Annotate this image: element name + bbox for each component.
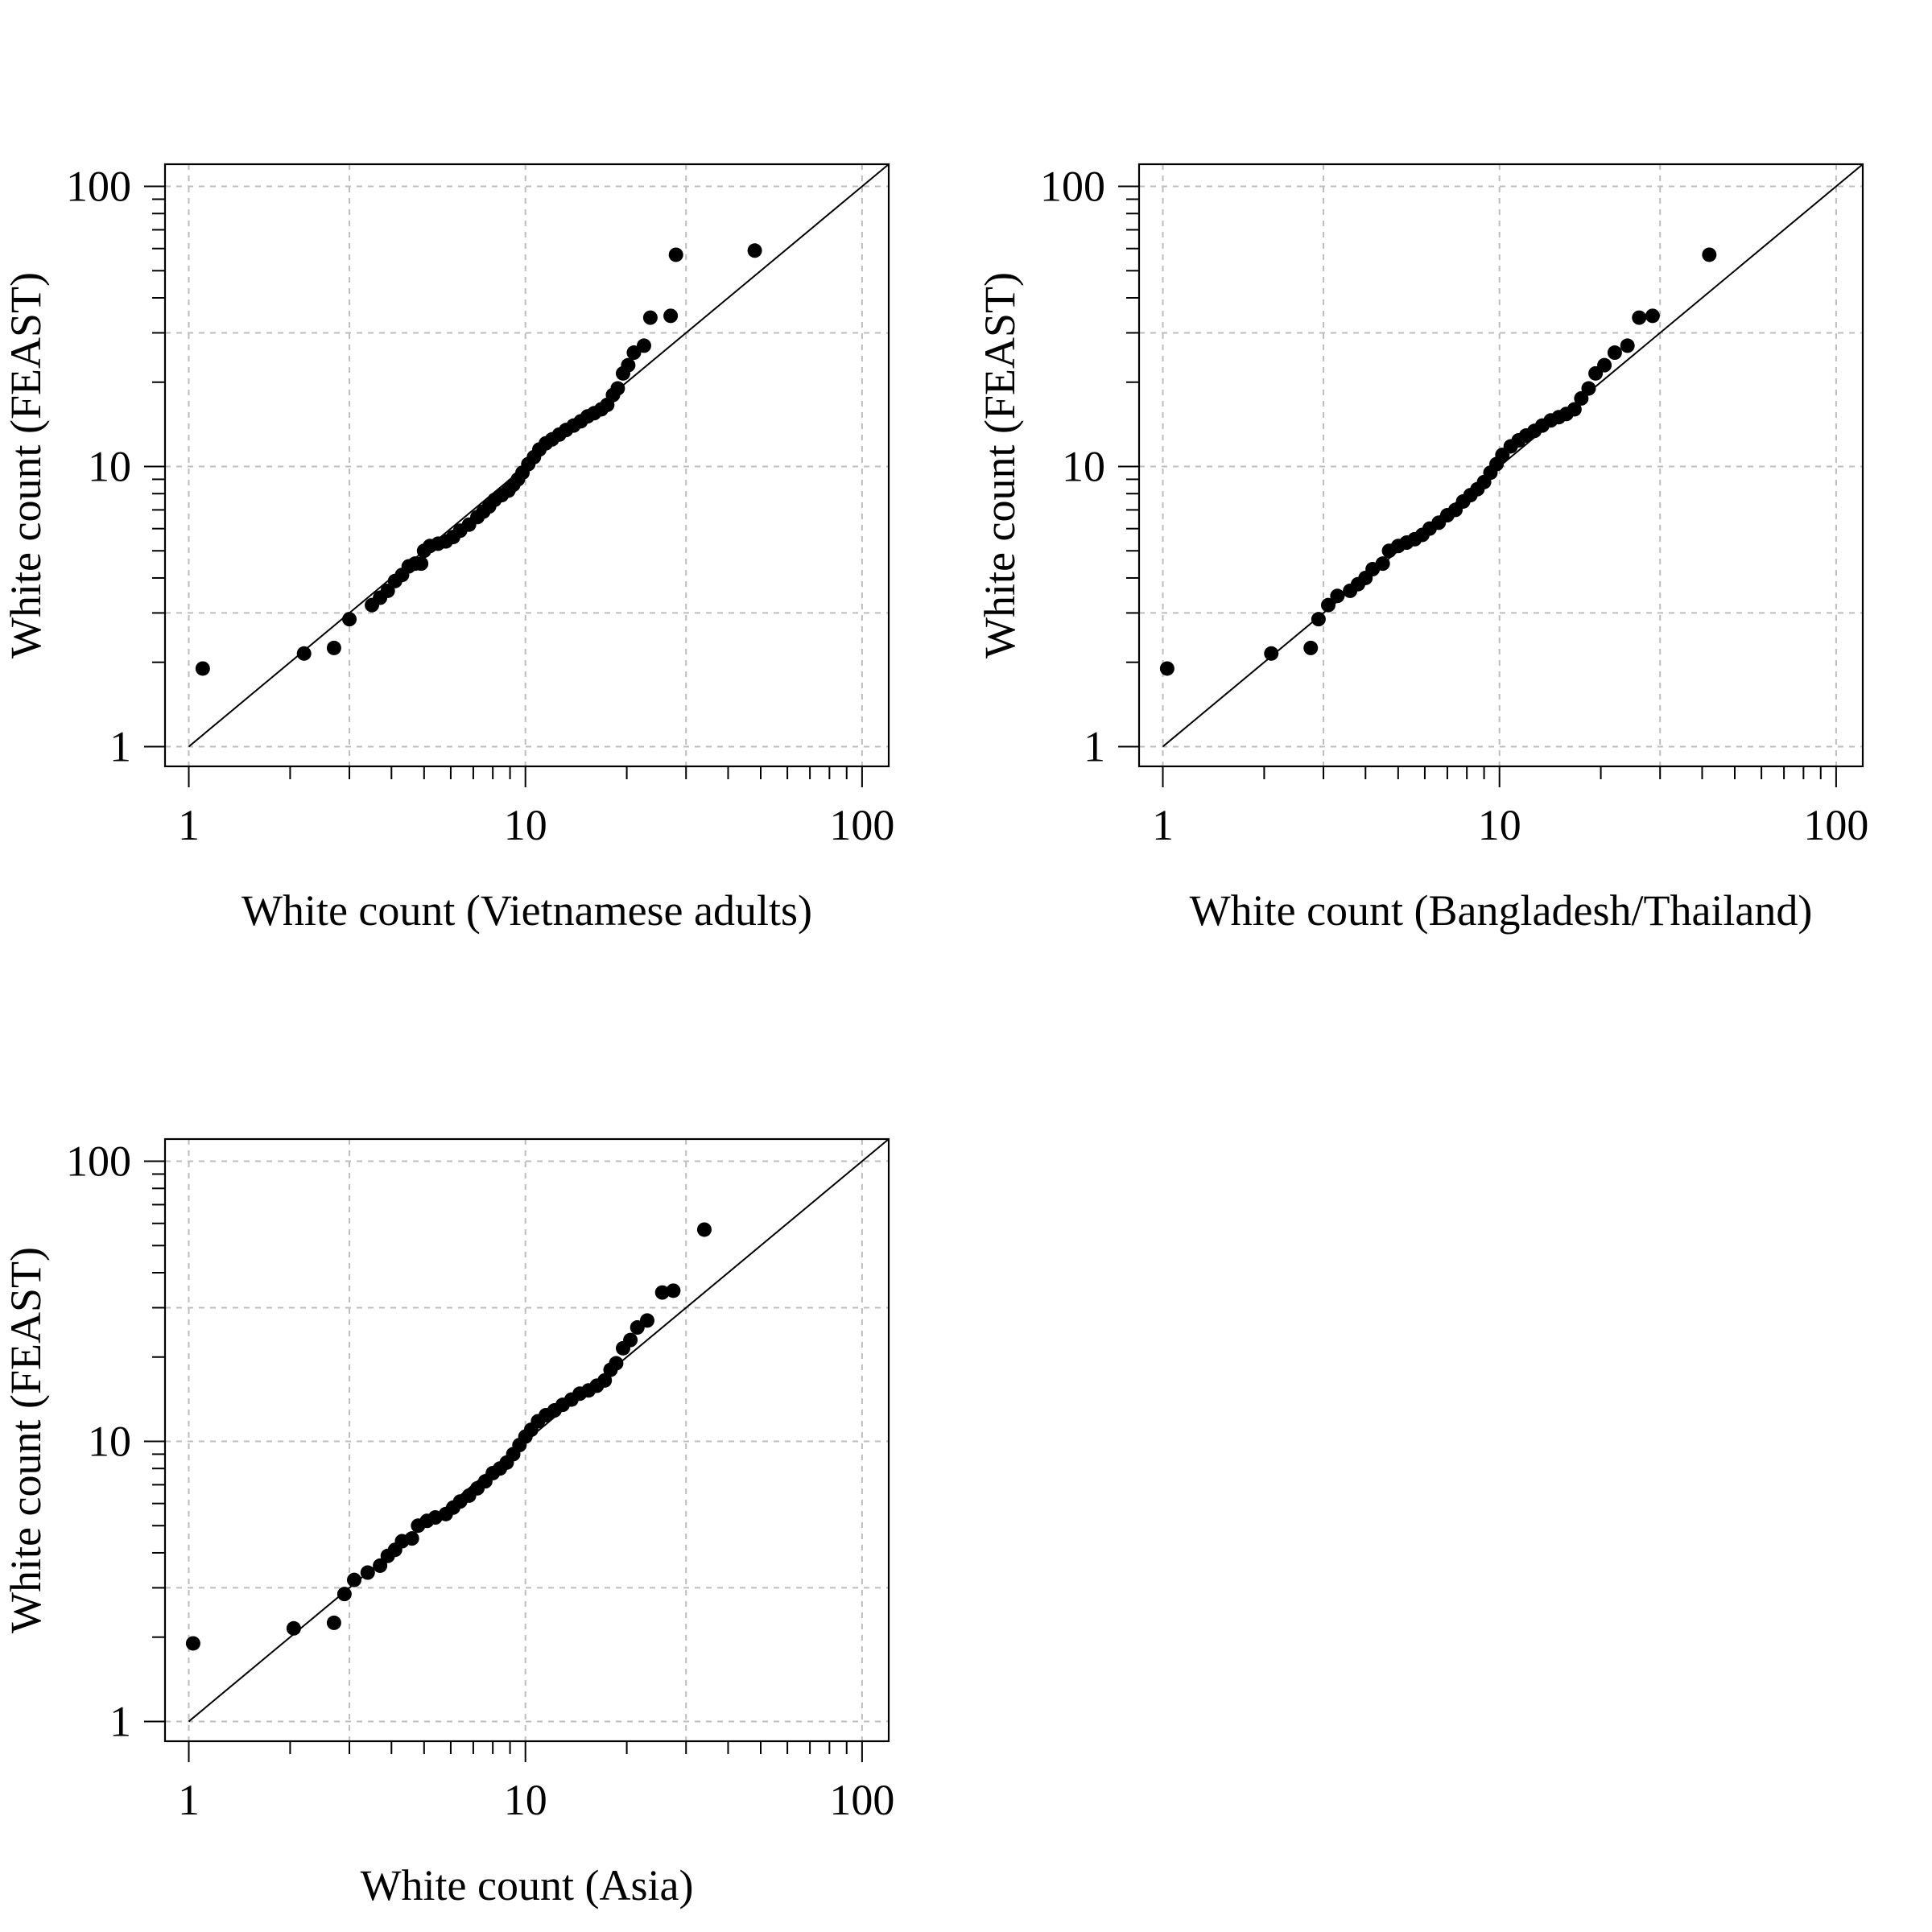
data-point	[1159, 661, 1174, 676]
y-axis-title: White count (FEAST)	[2, 1247, 50, 1633]
x-tick-label: 10	[504, 1776, 547, 1824]
data-point	[636, 338, 651, 353]
data-point	[185, 1636, 200, 1651]
data-point	[610, 381, 625, 396]
data-point	[326, 640, 341, 655]
data-point	[663, 308, 679, 324]
scatter-panel-bangladesh-thailand: 1 10 100 1 10 100 White count (Bangladesh/Thai…	[976, 163, 1868, 935]
x-tick-label: 10	[504, 801, 547, 849]
data-point	[1375, 556, 1390, 572]
x-axis-title: White count (Asia)	[361, 1861, 694, 1909]
x-tick-label: 10	[1478, 801, 1521, 849]
y-tick-label: 10	[88, 1417, 131, 1465]
data-point	[642, 310, 658, 325]
scatter-panel-vietnamese-adults: 1 10 100 1 10 100 White count (Vietnamese adul…	[2, 163, 894, 935]
x-tick-label: 1	[178, 1776, 200, 1824]
data-point	[286, 1620, 301, 1636]
x-axis-title: White count (Bangladesh/Thailand)	[1190, 886, 1813, 935]
plot-frame	[163, 163, 890, 768]
data-point	[326, 1615, 341, 1630]
data-point	[1620, 338, 1635, 353]
data-point	[1320, 597, 1335, 613]
data-point	[195, 661, 210, 676]
data-point	[342, 612, 357, 627]
data-point	[621, 357, 636, 373]
data-point	[747, 243, 762, 258]
y-tick-label: 1	[109, 1697, 131, 1745]
data-point	[1581, 381, 1596, 396]
data-point	[1303, 640, 1319, 655]
data-point	[666, 1283, 681, 1298]
y-tick-label: 100	[1040, 163, 1105, 211]
data-point	[1574, 390, 1589, 406]
data-point	[373, 1558, 388, 1573]
y-tick-label: 10	[1062, 442, 1105, 490]
data-point	[609, 1356, 624, 1371]
data-point	[1597, 357, 1612, 373]
data-point	[696, 1222, 712, 1237]
data-point	[360, 1565, 375, 1580]
data-point	[336, 1587, 352, 1602]
y-tick-label: 1	[109, 722, 131, 770]
y-tick-label: 100	[66, 163, 131, 211]
y-axis-title: White count (FEAST)	[2, 272, 50, 658]
data-point	[639, 1313, 654, 1328]
data-point	[1330, 588, 1345, 604]
data-point	[414, 556, 429, 572]
data-point	[1632, 310, 1647, 325]
identity-line	[188, 1138, 890, 1723]
data-point	[1567, 402, 1582, 417]
x-tick-label: 100	[829, 1776, 894, 1824]
scatter-panel-asia: 1 10 100 1 10 100 White count (Asia) White coun…	[2, 1137, 894, 1909]
data-point	[1702, 247, 1717, 262]
x-tick-label: 100	[829, 801, 894, 849]
data-point	[1645, 308, 1660, 324]
data-point	[404, 1531, 419, 1546]
y-tick-label: 10	[88, 442, 131, 490]
y-tick-label: 100	[66, 1137, 131, 1186]
x-tick-label: 1	[178, 801, 200, 849]
data-point	[668, 247, 683, 262]
x-axis-title: White count (Vietnamese adults)	[242, 886, 812, 935]
data-point	[597, 1373, 613, 1388]
y-tick-label: 1	[1084, 722, 1105, 770]
data-point	[1607, 345, 1622, 361]
data-point	[1264, 646, 1279, 661]
data-point	[1311, 612, 1326, 627]
plot-frame	[163, 1137, 890, 1743]
identity-line	[1162, 163, 1864, 748]
plot-frame	[1137, 163, 1864, 768]
data-point	[623, 1332, 638, 1348]
data-point	[346, 1572, 361, 1587]
y-axis-title: White count (FEAST)	[976, 272, 1024, 658]
data-point	[654, 1285, 670, 1300]
x-tick-label: 1	[1152, 801, 1174, 849]
data-point	[626, 345, 642, 361]
data-point	[296, 646, 312, 661]
x-tick-label: 100	[1803, 801, 1868, 849]
